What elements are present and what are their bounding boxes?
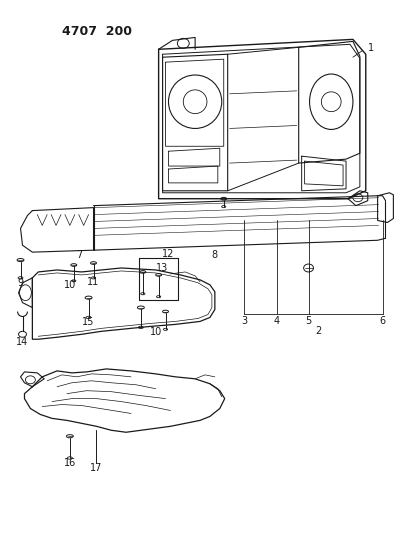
Text: 9: 9 bbox=[18, 278, 24, 288]
Text: 2: 2 bbox=[315, 326, 322, 336]
Text: 17: 17 bbox=[90, 463, 103, 473]
Text: 10: 10 bbox=[150, 327, 162, 337]
Text: 16: 16 bbox=[64, 458, 76, 468]
Text: 15: 15 bbox=[82, 318, 95, 327]
Text: 6: 6 bbox=[379, 317, 386, 326]
Text: 14: 14 bbox=[16, 337, 29, 347]
Text: 11: 11 bbox=[87, 277, 100, 287]
Text: 7: 7 bbox=[77, 250, 83, 260]
Text: 4707  200: 4707 200 bbox=[62, 25, 132, 37]
Text: 12: 12 bbox=[162, 249, 175, 259]
Text: 5: 5 bbox=[306, 317, 312, 326]
Text: 13: 13 bbox=[156, 263, 169, 273]
Text: 1: 1 bbox=[368, 43, 374, 53]
Text: 8: 8 bbox=[212, 250, 218, 260]
Text: 4: 4 bbox=[274, 317, 280, 326]
Text: 10: 10 bbox=[64, 280, 76, 290]
Text: 3: 3 bbox=[242, 317, 248, 326]
